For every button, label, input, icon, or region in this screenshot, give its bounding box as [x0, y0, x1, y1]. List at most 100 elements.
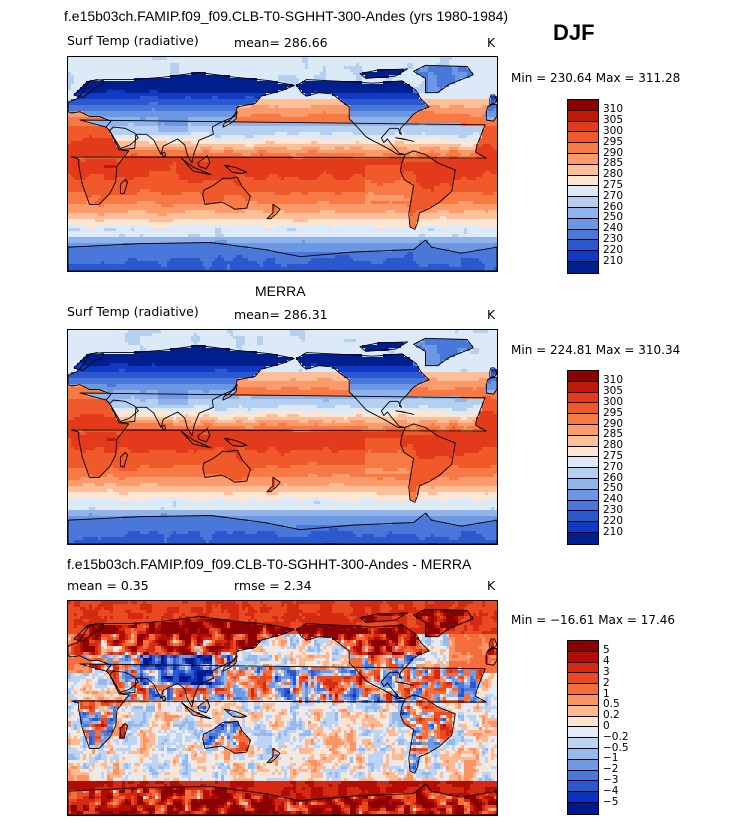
- map-cell: [344, 676, 351, 680]
- map-cell: [71, 673, 75, 677]
- map-cell: [446, 426, 453, 430]
- map-cell: [392, 691, 396, 695]
- map-cell: [107, 667, 111, 671]
- map-cell: [461, 673, 465, 677]
- map-cell: [395, 679, 399, 683]
- map-cell: [485, 640, 492, 644]
- map-cell: [296, 153, 366, 157]
- map-cell: [212, 625, 216, 629]
- map-cell: [434, 694, 441, 698]
- map-cell: [434, 673, 441, 677]
- map-cell: [95, 637, 99, 641]
- map-cell: [239, 405, 243, 409]
- map-cell: [413, 712, 417, 716]
- map-cell: [479, 141, 497, 145]
- map-cell: [209, 709, 213, 713]
- map-cell: [284, 643, 288, 647]
- map-cell: [467, 604, 483, 608]
- map-cell: [179, 643, 183, 647]
- map-cell: [221, 676, 225, 680]
- map-cell: [149, 640, 153, 644]
- map-cell: [89, 135, 93, 139]
- map-cell: [233, 682, 237, 686]
- map-cell: [74, 649, 81, 653]
- map-cell: [455, 640, 483, 644]
- map-cell: [362, 670, 366, 674]
- map-cell: [476, 249, 497, 253]
- map-cell: [251, 670, 255, 674]
- map-cell: [479, 414, 497, 418]
- map-cell: [332, 132, 354, 136]
- map-cell: [218, 655, 222, 659]
- map-cell: [146, 712, 153, 716]
- map-cell: [200, 531, 216, 535]
- map-cell: [422, 682, 426, 686]
- map-cell: [119, 688, 126, 692]
- map-cell: [464, 694, 471, 698]
- map-cell: [431, 270, 438, 271]
- map-cell: [491, 171, 497, 175]
- map-cell: [317, 691, 321, 695]
- map-cell: [116, 498, 132, 502]
- map-cell: [146, 649, 156, 653]
- map-cell: [326, 111, 351, 115]
- map-cell: [479, 634, 483, 638]
- map-cell: [323, 69, 327, 73]
- map-cell: [419, 147, 441, 151]
- map-cell: [398, 682, 405, 686]
- map-cell: [143, 670, 147, 674]
- map-cell: [434, 477, 438, 481]
- map-cell: [221, 610, 225, 614]
- map-cell: [68, 543, 111, 544]
- map-cell: [236, 658, 243, 662]
- map-cell: [125, 637, 129, 641]
- map-cell: [290, 637, 294, 641]
- map-cell: [68, 664, 75, 668]
- map-cell: [254, 375, 345, 379]
- map-cell: [422, 667, 426, 671]
- map-cell: [284, 81, 300, 85]
- map-cell: [374, 634, 381, 638]
- map-cell: [404, 342, 417, 346]
- map-cell: [434, 655, 438, 659]
- map-cell: [218, 628, 222, 632]
- map-cell: [224, 201, 249, 205]
- map-cell: [440, 225, 447, 229]
- map-cell: [488, 688, 492, 692]
- map-cell: [161, 649, 165, 653]
- map-cell: [131, 637, 135, 641]
- map-cell: [431, 189, 435, 193]
- map-cell: [98, 697, 105, 701]
- map-cell: [104, 670, 108, 674]
- map-cell: [419, 213, 497, 217]
- map-cell: [374, 631, 381, 635]
- map-cell: [392, 249, 450, 253]
- map-cell: [344, 417, 348, 421]
- map-cell: [356, 640, 360, 644]
- map-cell: [395, 141, 405, 145]
- map-cell: [152, 640, 156, 644]
- map-cell: [257, 339, 264, 343]
- map-cell: [476, 144, 483, 148]
- map-cell: [329, 637, 333, 641]
- map-cell: [422, 75, 429, 79]
- map-cell: [332, 637, 339, 641]
- map-cell: [284, 661, 288, 665]
- map-cell: [191, 685, 195, 689]
- map-cell: [257, 261, 264, 265]
- map-cell: [314, 712, 321, 716]
- map-cell: [83, 643, 90, 647]
- map-cell: [494, 108, 497, 112]
- map-cell: [356, 703, 372, 707]
- map-cell: [119, 646, 123, 650]
- map-cell: [470, 673, 477, 677]
- map-cell: [440, 426, 447, 430]
- map-cell: [173, 694, 177, 698]
- map-cell: [377, 679, 381, 683]
- map-cell: [347, 658, 351, 662]
- map-cell: [434, 685, 438, 689]
- map-cell: [437, 652, 441, 656]
- map-cell: [455, 601, 459, 605]
- map-cell: [275, 213, 411, 217]
- map-cell: [257, 78, 279, 82]
